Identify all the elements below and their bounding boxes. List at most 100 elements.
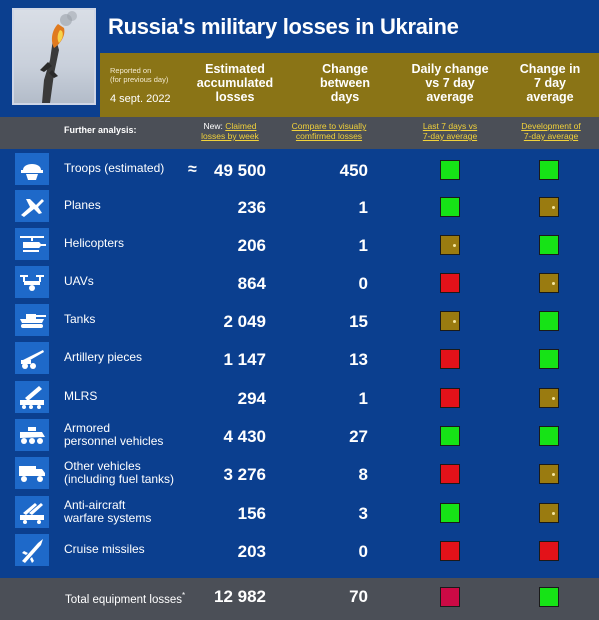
col-header-change7-line1: Change in — [519, 62, 581, 76]
row-label-line1: Armored — [64, 421, 111, 435]
row-label-line1: Other vehicles — [64, 459, 141, 473]
loss-value: 1 147 — [223, 350, 266, 369]
armored-vehicle-icon — [15, 419, 49, 451]
seven-day-trend-indicator — [539, 197, 559, 217]
total-label: Total equipment losses* — [65, 591, 185, 606]
fighter-jet-icon — [15, 190, 49, 222]
seven-day-trend-indicator — [539, 311, 559, 331]
row-label-line1: Cruise missiles — [64, 542, 145, 556]
row-label-line1: Helicopters — [64, 236, 125, 250]
daily-change-value: 1 — [358, 236, 368, 255]
link-claimed-losses-by-week[interactable]: New: Claimed losses by week — [190, 121, 270, 141]
daily-vs-average-indicator — [440, 273, 460, 293]
loss-value: 203 — [237, 542, 266, 561]
daily-change-value: 450 — [339, 161, 368, 180]
seven-day-trend-indicator — [539, 349, 559, 369]
col-header-change: Change between days — [305, 62, 385, 104]
seven-day-trend-indicator — [539, 235, 559, 255]
seven-day-trend-indicator — [539, 160, 559, 180]
daily-vs-average-indicator — [440, 426, 460, 446]
table-row: Anti-aircraft warfare systems 156 3 — [0, 494, 599, 532]
daily-vs-average-indicator — [440, 541, 460, 561]
seven-day-trend-indicator — [539, 273, 559, 293]
helicopter-icon — [15, 228, 49, 260]
col-header-estimated-line2: accumulated — [196, 76, 274, 90]
seven-day-trend-indicator — [539, 503, 559, 523]
col-header-change-line2: between — [319, 76, 370, 90]
seven-day-trend-indicator — [539, 541, 559, 561]
loss-value: 864 — [237, 274, 266, 293]
loss-value: 156 — [237, 504, 266, 523]
col-header-estimated-line3: losses — [215, 90, 255, 104]
total-daily-indicator — [440, 587, 460, 607]
loss-value: 294 — [237, 389, 266, 408]
seven-day-trend-indicator — [539, 388, 559, 408]
burning-aircraft-illustration — [40, 11, 77, 103]
tank-icon — [15, 304, 49, 336]
table-row: Armored personnel vehicles 4 430 27 — [0, 417, 599, 455]
row-label: Helicopters — [64, 237, 124, 250]
row-label-line1: MLRS — [64, 389, 98, 403]
daily-change-value: 27 — [349, 427, 368, 446]
reported-on-label: Reported on (for previous day) — [110, 66, 168, 84]
link-compare-line2[interactable]: comfirmed losses — [295, 131, 363, 141]
link-claimed-line1[interactable]: Claimed — [225, 121, 257, 131]
approx-sign: ≈ — [188, 161, 197, 178]
row-label: Artillery pieces — [64, 351, 142, 364]
table-row: Planes 236 1 — [0, 188, 599, 226]
drone-icon — [15, 266, 49, 298]
row-label: Armored personnel vehicles — [64, 422, 163, 448]
daily-vs-average-indicator — [440, 235, 460, 255]
anti-aircraft-icon — [15, 496, 49, 528]
col-header-daily-line2: vs 7 day — [425, 76, 475, 90]
row-label-line1: Tanks — [64, 312, 96, 326]
table-row: Other vehicles (including fuel tanks) 3 27… — [0, 455, 599, 493]
row-label: UAVs — [64, 275, 94, 288]
link-claimed-line2[interactable]: losses by week — [201, 131, 259, 141]
row-label: Tanks — [64, 313, 95, 326]
truck-icon — [15, 457, 49, 489]
page-title: Russia's military losses in Ukraine — [108, 14, 459, 39]
daily-change-value: 1 — [358, 389, 368, 408]
total-bar — [0, 578, 599, 620]
report-date: 4 sept. 2022 — [110, 93, 171, 105]
row-label-line1: UAVs — [64, 274, 94, 288]
daily-change-value: 1 — [358, 198, 368, 217]
link-compare-line1[interactable]: Compare to visually — [291, 121, 367, 131]
col-header-daily-line3: average — [426, 90, 474, 104]
link-development-line1[interactable]: Development of — [521, 121, 581, 131]
reported-on-line1: Reported on — [110, 66, 152, 75]
row-label: Troops (estimated) — [64, 162, 164, 175]
daily-change-value: 0 — [358, 542, 368, 561]
loss-value: 236 — [237, 198, 266, 217]
daily-vs-average-indicator — [440, 160, 460, 180]
header-photo — [12, 8, 96, 105]
link-last7-line2[interactable]: 7-day average — [422, 131, 478, 141]
daily-vs-average-indicator — [440, 311, 460, 331]
link-development-7-day[interactable]: Development of 7-day average — [507, 121, 595, 141]
loss-value: 4 430 — [223, 427, 266, 446]
seven-day-trend-indicator — [539, 426, 559, 446]
row-label: Cruise missiles — [64, 543, 145, 556]
link-compare-visually-confirmed[interactable]: Compare to visually comfirmed losses — [281, 121, 377, 141]
daily-change-value: 13 — [349, 350, 368, 369]
total-value: 12 982 — [214, 587, 266, 606]
loss-value: 3 276 — [223, 465, 266, 484]
header-band — [100, 53, 599, 117]
total-label-text: Total equipment losses — [65, 593, 182, 606]
reported-on-line2: (for previous day) — [110, 75, 169, 84]
row-label-line1: Troops (estimated) — [64, 161, 165, 175]
daily-vs-average-indicator — [440, 349, 460, 369]
loss-value: 2 049 — [223, 312, 266, 331]
row-label-line1: Planes — [64, 198, 101, 212]
row-label-line1: Anti-aircraft — [64, 498, 126, 512]
daily-vs-average-indicator — [440, 197, 460, 217]
row-label: Planes — [64, 199, 101, 212]
cruise-missile-icon — [15, 534, 49, 566]
link-last-7-days[interactable]: Last 7 days vs 7-day average — [405, 121, 495, 141]
col-header-daily-line1: Daily change — [411, 62, 489, 76]
row-label-line2: personnel vehicles — [64, 434, 164, 448]
link-development-line2[interactable]: 7-day average — [523, 131, 579, 141]
link-last7-line1[interactable]: Last 7 days vs — [422, 121, 478, 131]
